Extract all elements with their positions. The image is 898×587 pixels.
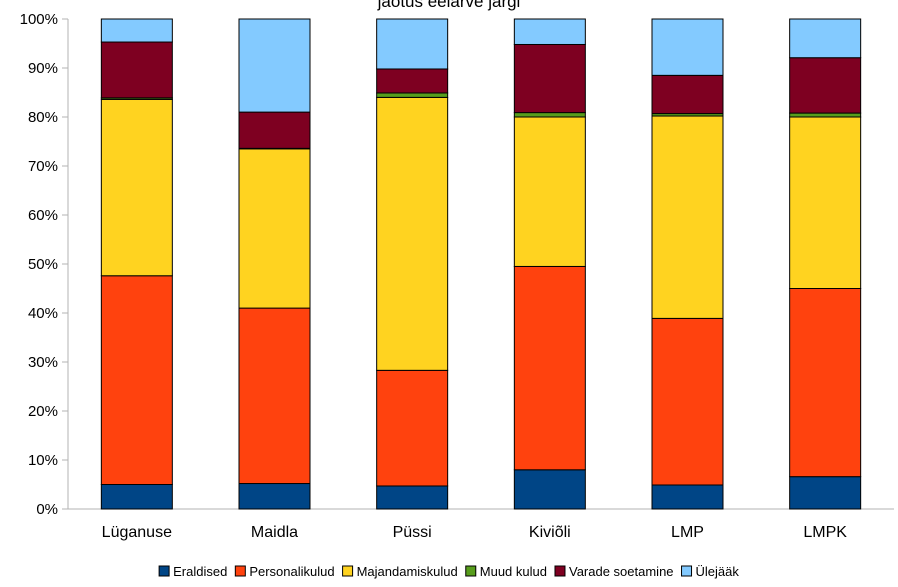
legend-item: Ülejääk bbox=[681, 564, 740, 579]
legend-item: Majandamiskulud bbox=[342, 564, 458, 579]
bar-segment bbox=[513, 116, 586, 267]
bar-segment bbox=[513, 18, 586, 45]
bar-stack bbox=[789, 18, 862, 510]
x-category-label: LMP bbox=[671, 524, 704, 541]
y-tick-label: 100% bbox=[20, 11, 58, 28]
bar-stack bbox=[100, 18, 173, 510]
x-category-label: Lüganuse bbox=[102, 524, 172, 541]
bar-segment bbox=[651, 317, 724, 486]
bar-segment bbox=[238, 307, 311, 485]
y-tick-label: 80% bbox=[28, 109, 58, 126]
bar-segment bbox=[238, 18, 311, 113]
bar-segment bbox=[100, 484, 173, 510]
bar-stack bbox=[513, 18, 586, 510]
bar-segment bbox=[789, 476, 862, 510]
legend-label: Muud kulud bbox=[480, 564, 547, 579]
legend-item: Muud kulud bbox=[465, 564, 547, 579]
legend-swatch bbox=[342, 565, 354, 577]
bars bbox=[100, 18, 862, 510]
x-category-label: LMPK bbox=[803, 524, 847, 541]
bar-segment bbox=[238, 148, 311, 309]
bar-segment bbox=[789, 112, 862, 118]
bar-segment bbox=[651, 18, 724, 76]
bar-stack bbox=[651, 18, 724, 510]
bar-segment bbox=[376, 369, 449, 487]
y-tick-label: 0% bbox=[36, 501, 58, 518]
bar-segment bbox=[789, 288, 862, 478]
legend-item: Varade soetamine bbox=[554, 564, 674, 579]
bar-segment bbox=[513, 469, 586, 510]
bar-segment bbox=[238, 111, 311, 149]
legend-swatch bbox=[681, 565, 693, 577]
legend-swatch bbox=[554, 565, 566, 577]
legend: Eraldised Personalikulud Majandamiskulud Mu… bbox=[158, 564, 740, 579]
legend-swatch bbox=[158, 565, 170, 577]
bar-segment bbox=[100, 275, 173, 486]
y-tick-label: 70% bbox=[28, 158, 58, 175]
x-category-label: Maidla bbox=[251, 524, 298, 541]
x-category-label: Kiviõli bbox=[529, 524, 571, 541]
y-tick-label: 60% bbox=[28, 207, 58, 224]
legend-label: Majandamiskulud bbox=[357, 564, 458, 579]
legend-item: Personalikulud bbox=[234, 564, 335, 579]
bar-segment bbox=[513, 43, 586, 114]
chart-title-fragment: jaotus eelarve järgi bbox=[377, 0, 521, 11]
bar-segment bbox=[376, 92, 449, 98]
legend-item: Eraldised bbox=[158, 564, 227, 579]
bar-segment bbox=[651, 74, 724, 115]
bar-stack bbox=[238, 18, 311, 510]
bar-segment bbox=[100, 41, 173, 99]
bar-segment bbox=[789, 116, 862, 289]
bar-segment bbox=[651, 115, 724, 319]
y-tick-label: 40% bbox=[28, 305, 58, 322]
bar-segment bbox=[789, 18, 862, 59]
y-tick-label: 10% bbox=[28, 452, 58, 469]
bar-segment bbox=[513, 112, 586, 118]
legend-label: Varade soetamine bbox=[569, 564, 674, 579]
x-category-label: Püssi bbox=[393, 524, 432, 541]
bar-segment bbox=[651, 484, 724, 510]
legend-label: Eraldised bbox=[173, 564, 227, 579]
bar-segment bbox=[376, 485, 449, 510]
legend-label: Ülejääk bbox=[696, 564, 740, 579]
bar-segment bbox=[376, 96, 449, 371]
y-tick-label: 50% bbox=[28, 256, 58, 273]
y-tick-label: 20% bbox=[28, 403, 58, 420]
bar-segment bbox=[376, 18, 449, 70]
bar-segment bbox=[100, 98, 173, 277]
bar-segment bbox=[513, 265, 586, 471]
bar-stack bbox=[376, 18, 449, 510]
y-tick-label: 90% bbox=[28, 60, 58, 77]
bar-segment bbox=[789, 57, 862, 114]
x-axis-labels: Lüganuse Maidla Püssi Kiviõli LMP LMPK bbox=[102, 524, 848, 541]
legend-swatch bbox=[234, 565, 246, 577]
legend-label: Personalikulud bbox=[249, 564, 334, 579]
bar-segment bbox=[376, 68, 449, 94]
bar-segment bbox=[100, 18, 173, 43]
chart-title-area: jaotus eelarve järgi bbox=[377, 0, 521, 11]
y-axis: 0% 10% 20% 30% 40% 50% 60% 70% 80% 90% 100% bbox=[20, 11, 894, 518]
legend-swatch bbox=[465, 565, 477, 577]
bar-segment bbox=[238, 483, 311, 510]
y-tick-label: 30% bbox=[28, 354, 58, 371]
